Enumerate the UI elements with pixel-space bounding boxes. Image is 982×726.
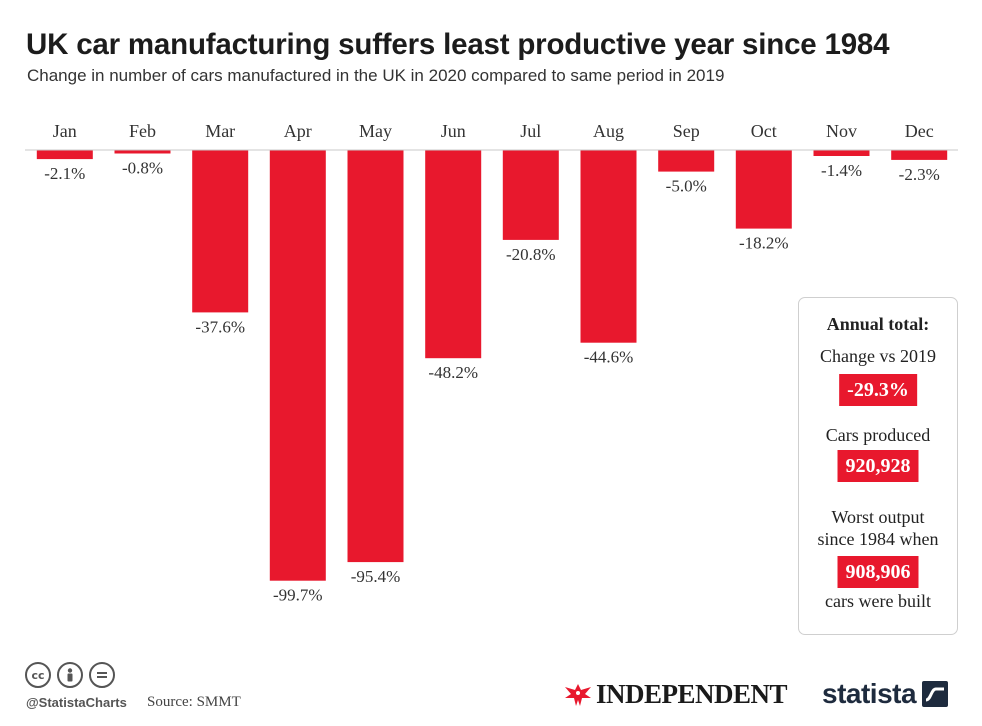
data-label-aug: -44.6%: [584, 348, 634, 367]
x-tick-feb: Feb: [129, 121, 156, 141]
bar-jan: [36, 150, 93, 160]
worst-suffix: cars were built: [825, 591, 931, 611]
x-tick-oct: Oct: [751, 121, 777, 141]
statista-logo: statista: [822, 678, 949, 710]
license-icons: cc: [25, 662, 115, 688]
statista-wordmark: statista: [822, 678, 917, 709]
x-tick-jan: Jan: [53, 121, 77, 141]
statista-handle: @StatistaCharts: [26, 695, 127, 710]
annual-total-box: Annual total: Change vs 2019 -29.3% Cars…: [798, 297, 958, 635]
data-label-feb: -0.8%: [122, 159, 163, 178]
equals-icon: [89, 662, 115, 688]
x-tick-nov: Nov: [826, 121, 857, 141]
bar-chart: Jan Feb Mar Apr May Jun Jul Aug Sep Oct Nov Dec -2.…: [25, 121, 958, 605]
data-label-may: -95.4%: [351, 567, 401, 586]
bar-may: [347, 150, 404, 563]
independent-wordmark: INDEPENDENT: [596, 679, 788, 709]
eagle-icon: [565, 683, 591, 706]
independent-logo: INDEPENDENT: [563, 679, 788, 710]
data-label-nov: -1.4%: [821, 161, 862, 180]
worst-line-1: Worst output: [831, 507, 925, 527]
chart-subtitle: Change in number of cars manufactured in…: [27, 66, 725, 85]
source-note: Source: SMMT: [147, 694, 241, 710]
data-label-apr: -99.7%: [273, 586, 323, 605]
chart-title: UK car manufacturing suffers least produ…: [26, 28, 890, 61]
x-tick-mar: Mar: [205, 121, 235, 141]
data-label-mar: -37.6%: [195, 317, 245, 336]
change-badge: -29.3%: [839, 374, 917, 406]
data-label-dec: -2.3%: [899, 165, 940, 184]
x-tick-sep: Sep: [673, 121, 700, 141]
bar-sep: [658, 150, 715, 172]
worst-line-2: since 1984 when: [817, 529, 939, 549]
bar-oct: [735, 150, 792, 229]
change-label: Change vs 2019: [820, 346, 936, 366]
data-label-jan: -2.1%: [44, 164, 85, 183]
bar-jul: [502, 150, 559, 240]
worst-badge: 908,906: [837, 556, 919, 588]
bar-aug: [580, 150, 637, 343]
x-tick-aug: Aug: [593, 121, 624, 141]
produced-label: Cars produced: [825, 425, 931, 445]
bar-dec: [891, 150, 948, 160]
bar-feb: [114, 150, 171, 154]
statista-mark-icon: [922, 681, 949, 707]
data-label-sep: -5.0%: [666, 177, 707, 196]
bar-nov: [813, 150, 870, 156]
cc-icon: cc: [25, 662, 51, 688]
data-label-oct: -18.2%: [739, 234, 789, 253]
x-tick-may: May: [359, 121, 392, 141]
bar-jun: [425, 150, 482, 359]
annual-heading: Annual total:: [826, 314, 930, 334]
data-label-jun: -48.2%: [428, 363, 478, 382]
data-label-jul: -20.8%: [506, 245, 556, 264]
x-tick-jul: Jul: [520, 121, 541, 141]
bar-mar: [192, 150, 249, 313]
bar-apr: [269, 150, 326, 581]
x-tick-dec: Dec: [905, 121, 934, 141]
produced-badge: 920,928: [837, 450, 919, 482]
x-tick-apr: Apr: [284, 121, 312, 141]
person-icon: [57, 662, 83, 688]
x-tick-jun: Jun: [441, 121, 466, 141]
